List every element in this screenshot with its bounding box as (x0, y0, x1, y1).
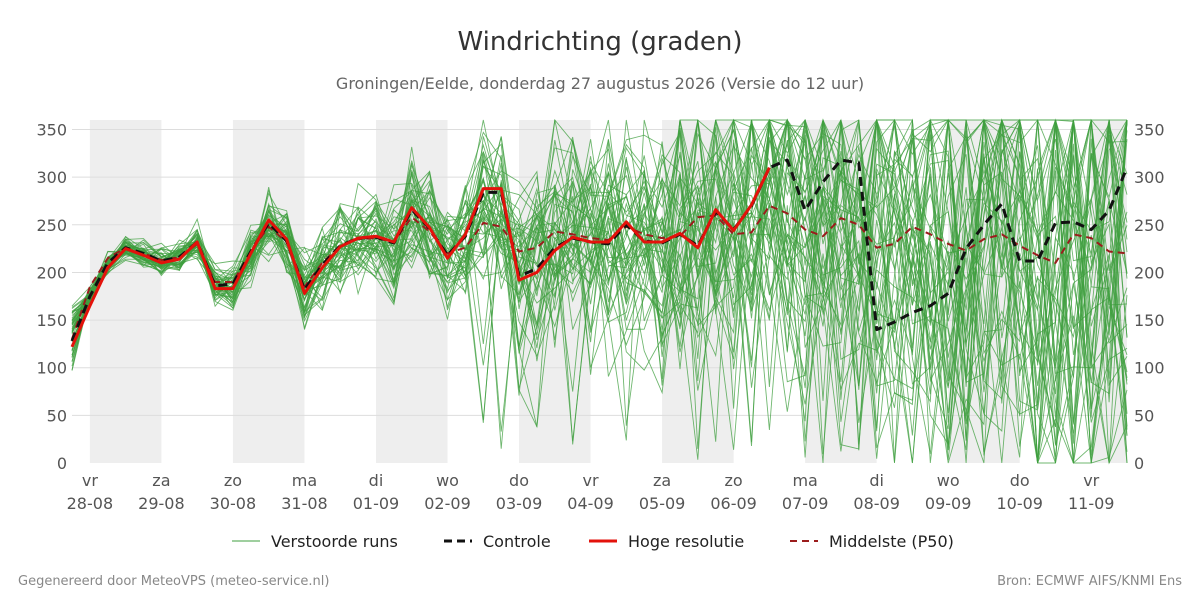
x-tick-date-9: 06-09 (710, 494, 757, 513)
y-tick-right-350: 350 (1134, 121, 1165, 140)
x-tick-weekday-2: zo (224, 471, 242, 490)
x-tick-weekday-12: wo (937, 471, 960, 490)
legend-label-control: Controle (483, 532, 551, 551)
y-tick-right-0: 0 (1134, 454, 1144, 473)
y-tick-left-250: 250 (36, 216, 67, 235)
footer-right: Bron: ECMWF AIFS/KNMI Ens (997, 574, 1182, 589)
perturbed-run-22 (71, 119, 1128, 464)
chart-subtitle: Groningen/Eelde, donderdag 27 augustus 2… (336, 74, 864, 93)
main-series (70, 158, 1129, 348)
y-axis-left: 0 50 100 150 200 250 300 350 (36, 121, 67, 473)
x-tick-weekday-13: do (1010, 471, 1030, 490)
perturbed-run-35 (71, 118, 1128, 423)
perturbed-runs (71, 118, 1128, 465)
x-axis: vr 28-08 za 29-08 zo 30-08 ma 31-08 di 01-09 wo 02-… (67, 471, 1115, 513)
y-tick-right-200: 200 (1134, 263, 1165, 282)
legend: Verstoorde runs Controle Hoge resolutie Mid… (232, 532, 954, 551)
x-tick-weekday-7: vr (583, 471, 599, 490)
perturbed-run-37 (71, 119, 1128, 464)
x-tick-date-12: 09-09 (925, 494, 972, 513)
x-tick-date-13: 10-09 (996, 494, 1043, 513)
x-tick-date-10: 07-09 (782, 494, 829, 513)
perturbed-run-40 (71, 119, 1128, 464)
series-line-hires (70, 166, 771, 348)
x-tick-date-8: 05-09 (639, 494, 686, 513)
x-tick-weekday-8: za (653, 471, 671, 490)
y-tick-left-200: 200 (36, 263, 67, 282)
x-tick-date-11: 08-09 (853, 494, 900, 513)
perturbed-run-45 (71, 118, 1128, 455)
x-tick-date-5: 02-09 (424, 494, 471, 513)
x-tick-date-1: 29-08 (138, 494, 185, 513)
x-tick-weekday-1: za (152, 471, 170, 490)
x-tick-weekday-11: di (869, 471, 884, 490)
y-tick-right-300: 300 (1134, 168, 1165, 187)
y-tick-right-50: 50 (1134, 406, 1154, 425)
x-tick-weekday-10: ma (792, 471, 817, 490)
weekend-band-1 (232, 120, 305, 463)
x-tick-weekday-6: do (509, 471, 529, 490)
y-tick-left-150: 150 (36, 311, 67, 330)
x-tick-weekday-5: wo (436, 471, 459, 490)
legend-label-p50: Middelste (P50) (829, 532, 954, 551)
perturbed-run-33 (71, 118, 1128, 464)
perturbed-run-43 (71, 119, 1128, 464)
perturbed-run-42 (71, 119, 1128, 458)
y-tick-left-350: 350 (36, 121, 67, 140)
x-tick-date-7: 04-09 (567, 494, 614, 513)
legend-label-perturbed: Verstoorde runs (271, 532, 398, 551)
x-tick-weekday-4: di (369, 471, 384, 490)
x-tick-date-3: 31-08 (281, 494, 328, 513)
perturbed-run-25 (71, 119, 1128, 401)
x-tick-date-4: 01-09 (353, 494, 400, 513)
x-tick-date-2: 30-08 (210, 494, 257, 513)
x-tick-weekday-14: vr (1083, 471, 1099, 490)
perturbed-run-47 (71, 119, 1128, 460)
x-tick-weekday-9: zo (725, 471, 743, 490)
x-tick-date-14: 11-09 (1068, 494, 1115, 513)
x-tick-date-0: 28-08 (67, 494, 114, 513)
perturbed-run-36 (71, 169, 1128, 460)
legend-label-hires: Hoge resolutie (628, 532, 744, 551)
perturbed-run-48 (71, 119, 1128, 464)
footer-left: Gegenereerd door MeteoVPS (meteo-service… (18, 574, 329, 589)
chart-title: Windrichting (graden) (457, 27, 742, 57)
y-tick-left-100: 100 (36, 359, 67, 378)
x-tick-date-6: 03-09 (496, 494, 543, 513)
y-tick-left-300: 300 (36, 168, 67, 187)
y-tick-left-0: 0 (57, 454, 67, 473)
x-tick-weekday-3: ma (292, 471, 317, 490)
weekend-band-0 (89, 120, 162, 463)
y-tick-right-150: 150 (1134, 311, 1165, 330)
y-tick-right-250: 250 (1134, 216, 1165, 235)
y-tick-left-50: 50 (47, 406, 67, 425)
y-axis-right: 0 50 100 150 200 250 300 350 (1134, 121, 1165, 473)
y-tick-right-100: 100 (1134, 359, 1165, 378)
x-tick-weekday-0: vr (82, 471, 98, 490)
